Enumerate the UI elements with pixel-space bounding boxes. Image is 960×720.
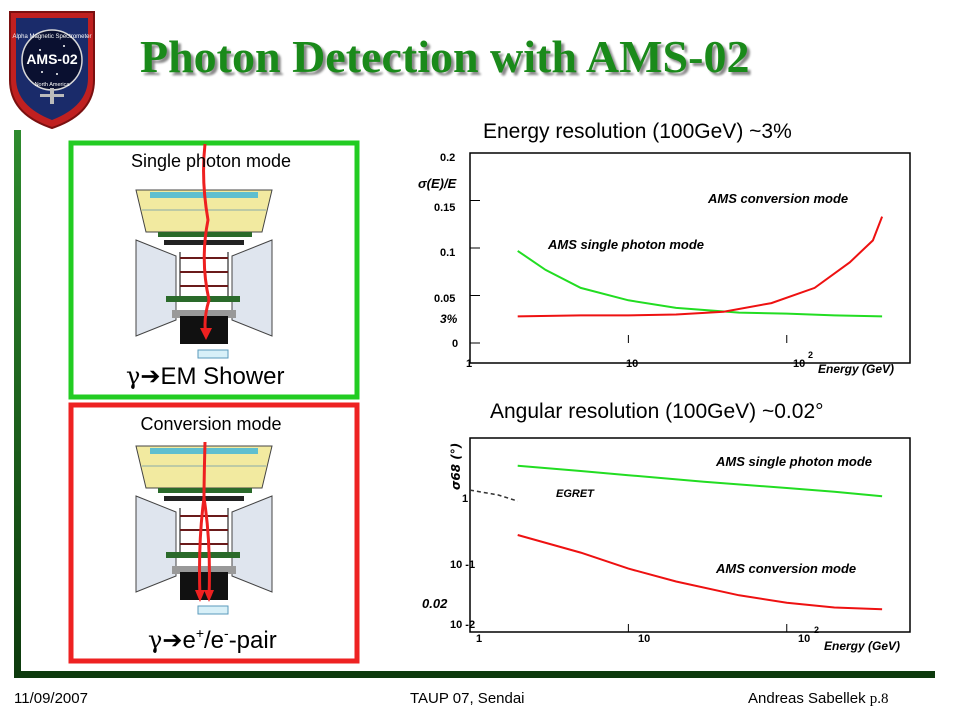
logo-bottom-text: North America xyxy=(35,82,71,88)
detector-diagram-conversion xyxy=(135,441,273,615)
arrow-icon: ➔ xyxy=(140,363,160,390)
series-line xyxy=(517,534,883,611)
y-tick-label: 10 -1 xyxy=(450,559,475,571)
conversion-panel: Conversion mode γ➔e+/e--pair xyxy=(68,402,360,664)
x-axis-label: Energy (GeV) xyxy=(818,362,894,376)
page-number: p.8 xyxy=(869,691,889,707)
caption-text: EM Shower xyxy=(160,363,284,390)
series-label: EGRET xyxy=(556,488,595,500)
ams-02-logo: Alpha Magnetic Spectrometer AMS-02 North… xyxy=(9,11,95,130)
energy-chart-title: Energy resolution (100GeV) ~3% xyxy=(483,120,792,143)
annotation-3-percent: 3% xyxy=(440,312,458,326)
footer-author: Andreas Sabellek p.8 xyxy=(748,690,889,708)
conversion-caption: γ➔e+/e--pair xyxy=(148,625,277,654)
single-photon-frame xyxy=(68,140,360,400)
bottom-frame-bar xyxy=(14,671,935,678)
y-axis-label: σ68 (°) xyxy=(449,443,463,490)
series-label: AMS conversion mode xyxy=(715,561,856,576)
logo-ring-text: Alpha Magnetic Spectrometer xyxy=(12,34,91,40)
angular-chart-title: Angular resolution (100GeV) ~0.02° xyxy=(490,400,824,423)
arrow-icon: ➔ xyxy=(162,627,182,654)
annotation-0-02: 0.02 xyxy=(422,596,448,611)
slide-title: Photon Detection with AMS-02 xyxy=(140,31,750,82)
angular-resolution-chart: σ68 (°) 1 10 -1 10 -2 0.02 1 10 10 2 Ene… xyxy=(422,437,911,653)
single-photon-caption: γ➔EM Shower xyxy=(126,362,285,390)
x-tick-label: 10 xyxy=(798,633,810,645)
slash-electron: /e xyxy=(204,627,224,654)
detector-diagram-single xyxy=(135,143,273,359)
left-frame-bar xyxy=(14,130,21,678)
series-line xyxy=(517,250,883,318)
logo-center-text: AMS-02 xyxy=(26,51,78,67)
plus-superscript: + xyxy=(196,625,204,641)
x-tick-exponent: 2 xyxy=(814,625,819,635)
x-tick-label: 1 xyxy=(476,633,482,645)
pair-text: -pair xyxy=(229,627,277,654)
footer-event: TAUP 07, Sendai xyxy=(410,690,525,707)
author-name: Andreas Sabellek xyxy=(748,690,866,707)
electron-symbol: e xyxy=(182,627,195,654)
x-tick-exponent: 2 xyxy=(808,350,813,360)
x-tick-label: 10 xyxy=(626,358,638,370)
y-tick-label: 0.1 xyxy=(440,247,455,259)
plot-area xyxy=(469,152,911,364)
x-tick-label: 10 xyxy=(638,633,650,645)
conversion-frame xyxy=(68,402,360,664)
footer-date: 11/09/2007 xyxy=(14,690,88,707)
x-axis-label: Energy (GeV) xyxy=(824,639,900,653)
gamma-symbol: γ xyxy=(148,626,162,654)
gamma-symbol: γ xyxy=(126,362,140,390)
series-line xyxy=(469,489,518,502)
y-tick-label: 0.05 xyxy=(434,293,455,305)
plot-area xyxy=(469,437,911,633)
y-tick-label: 1 xyxy=(462,493,468,505)
single-photon-label: Single photon mode xyxy=(131,151,291,171)
x-tick-label: 1 xyxy=(466,358,472,370)
energy-resolution-chart: σ(E)/E 0.2 0.15 0.1 0.05 0 3% 1 10 10 2 … xyxy=(418,152,911,376)
x-tick-label: 10 xyxy=(793,358,805,370)
series-label: AMS conversion mode xyxy=(707,191,848,206)
y-tick-label: 10 -2 xyxy=(450,619,475,631)
y-tick-label: 0 xyxy=(452,338,458,350)
minus-superscript: - xyxy=(224,625,229,641)
single-photon-panel: Single photon mode γ➔EM Shower xyxy=(68,140,360,400)
series-line xyxy=(517,464,883,498)
y-tick-label: 0.15 xyxy=(434,202,455,214)
conversion-label: Conversion mode xyxy=(140,414,281,434)
y-axis-label: σ(E)/E xyxy=(418,176,457,191)
y-tick-label: 0.2 xyxy=(440,152,455,164)
series-label: AMS single photon mode xyxy=(547,237,704,252)
series-line xyxy=(517,216,884,318)
series-label: AMS single photon mode xyxy=(715,454,872,469)
